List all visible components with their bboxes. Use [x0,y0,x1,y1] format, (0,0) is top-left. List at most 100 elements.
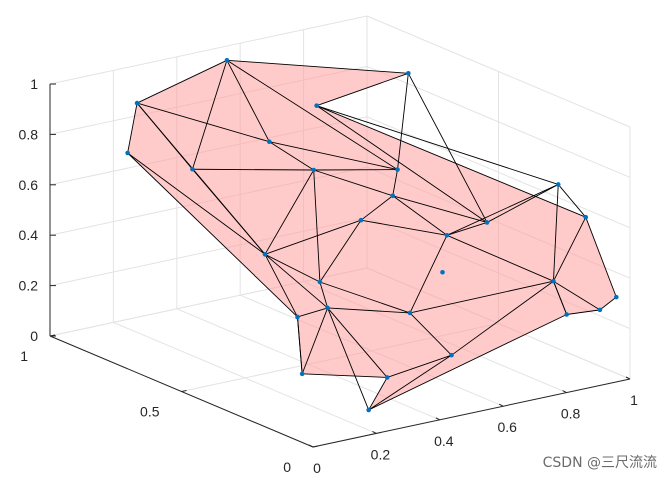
hull-edge [557,184,587,218]
data-point [395,167,400,172]
hull-edge [226,59,398,170]
data-point [583,214,589,220]
hull-edge [136,102,193,170]
hull-edge [127,152,298,318]
hull-edge [446,184,559,236]
x-tick-label: 0.8 [561,406,581,422]
data-point [440,269,445,275]
hull-edge [313,169,393,197]
hull-edge [397,73,409,170]
hull-edge [264,253,328,309]
z-tick-label: 0 [30,328,38,344]
data-point [384,375,390,380]
gridline-z-right [366,15,631,128]
hull-edge [316,105,488,223]
x-tick-label: 0.2 [371,446,391,462]
hull-edge [446,234,554,282]
gridline-z-right [366,65,631,178]
hull-edge [316,105,586,218]
data-point [390,193,396,199]
hull-edge [136,102,270,143]
data-point [224,57,230,63]
hull-edge [327,307,370,411]
hull-edge [226,60,270,142]
hull-edge [226,59,409,74]
x-tick-mark [562,390,567,394]
hull-edge [192,168,266,255]
hull-edge [360,195,394,221]
x-tick-mark [498,403,504,407]
hull-edge [302,373,388,378]
x-tick-mark [372,430,377,434]
hull-edge [319,281,329,309]
data-point [358,217,364,223]
gridline-z-right [366,116,631,229]
hull-edge [136,59,228,104]
hull-edge [368,354,452,411]
hull-edge [319,281,411,314]
convex-hull [127,59,617,411]
hull-edge [407,73,488,223]
data-point [564,312,569,317]
hull-edge [327,307,410,314]
z-tick-label: 0.8 [19,126,39,142]
data-point [407,310,413,316]
hull-edge [446,222,488,236]
z-tick-label: 0.2 [19,278,39,294]
hull-edge [127,102,138,154]
hull-edge [387,354,452,378]
data-point [406,70,411,76]
hull-shading [127,60,617,410]
data-points [125,57,619,413]
data-point [314,103,319,108]
y-tick-mark [181,390,187,392]
hull-edge [319,219,362,283]
hull-edge [392,169,398,196]
z-tick-label: 0.4 [19,227,39,243]
hull-edge [368,377,388,411]
hull-edge [301,307,329,375]
data-point [262,252,268,257]
hull-edge [316,72,409,107]
x-tick-mark [435,417,441,421]
hull-edge [553,281,568,315]
y-tick-label: 0.5 [140,404,160,420]
data-point [597,307,603,313]
data-point [295,314,300,320]
x-tick-label: 1 [630,392,638,408]
hull-edge [566,309,600,315]
hull-edge [553,280,601,311]
data-point [134,100,140,106]
data-point [449,352,454,358]
data-point [366,407,371,413]
axes-box [49,83,631,448]
data-point [484,220,490,225]
data-point [325,305,330,311]
x-tick-label: 0.6 [497,419,517,435]
hull-edge [269,141,314,171]
hull-edge [486,184,559,223]
y-tick-mark [312,445,319,448]
x-tick-mark [625,376,631,380]
hull-edge [392,195,488,223]
watermark: CSDN @三尺流流 [542,455,657,471]
hull-edge [269,141,398,171]
z-tick-label: 0.6 [19,177,39,193]
hull-edge [409,280,554,314]
data-point [125,150,130,156]
x-tick-mark [308,444,314,448]
gridline-z-back [49,15,368,85]
hull-edge [264,219,362,255]
x-tick-label: 0 [313,460,321,476]
hull-edge [553,184,559,282]
x-tick-label: 0.4 [434,433,454,449]
x-axis-line [312,378,631,448]
hull-edge [451,280,554,356]
hull-edge [327,307,388,378]
hull-edge [264,254,298,318]
data-point [311,167,317,173]
data-point [614,294,619,300]
hull-edge [368,314,567,411]
